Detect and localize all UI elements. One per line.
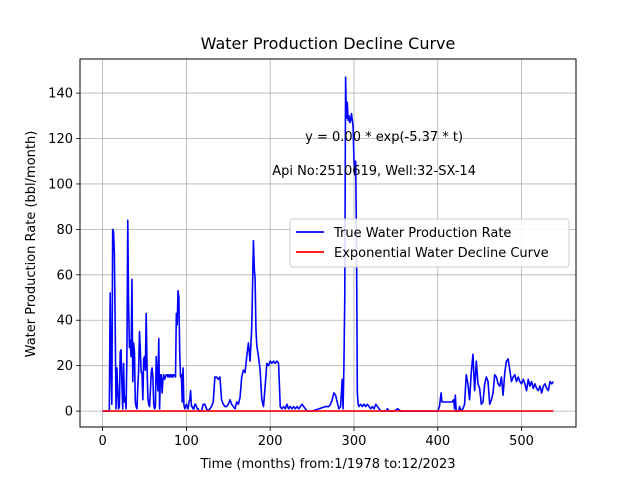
y-tick-label: 140	[48, 87, 73, 102]
series-line-1	[102, 76, 555, 412]
y-tick-label: 60	[56, 268, 73, 283]
x-axis-label: Time (months) from:1/1978 to:12/2023	[199, 457, 455, 472]
x-tick-label: 500	[509, 434, 534, 449]
x-tick-label: 200	[258, 434, 283, 449]
legend-box	[289, 218, 570, 268]
y-tick-label: 120	[48, 132, 73, 147]
y-tick-label: 20	[56, 359, 73, 374]
y-ticks: 0 20 40 60 80 100 120 140	[48, 87, 80, 420]
x-tick-label: 300	[342, 434, 367, 449]
x-tick-label: 0	[98, 434, 106, 449]
annotations: y = 0.00 * exp(-5.37 * t) Api No:2510619,…	[272, 130, 476, 179]
y-tick-label: 0	[65, 405, 73, 420]
legend: True Water Production Rate Exponential Wa…	[289, 218, 570, 268]
annotation-1: y = 0.00 * exp(-5.37 * t)	[305, 130, 463, 145]
y-tick-label: 40	[56, 314, 73, 329]
legend-label-2: Exponential Water Decline Curve	[334, 246, 549, 261]
axes-frame	[79, 58, 577, 428]
legend-label-1: True Water Production Rate	[333, 226, 511, 241]
y-axis-label: Water Production Rate (bbl/month)	[24, 131, 39, 358]
x-tick-label: 100	[174, 434, 199, 449]
plot-lines	[102, 76, 555, 412]
y-tick-label: 80	[56, 223, 73, 238]
x-ticks: 0 100 200 300 400 500	[98, 427, 534, 449]
x-tick-label: 400	[425, 434, 450, 449]
y-tick-label: 100	[48, 177, 73, 192]
annotation-2: Api No:2510619, Well:32-SX-14	[272, 164, 476, 179]
chart-title: Water Production Decline Curve	[201, 34, 456, 53]
